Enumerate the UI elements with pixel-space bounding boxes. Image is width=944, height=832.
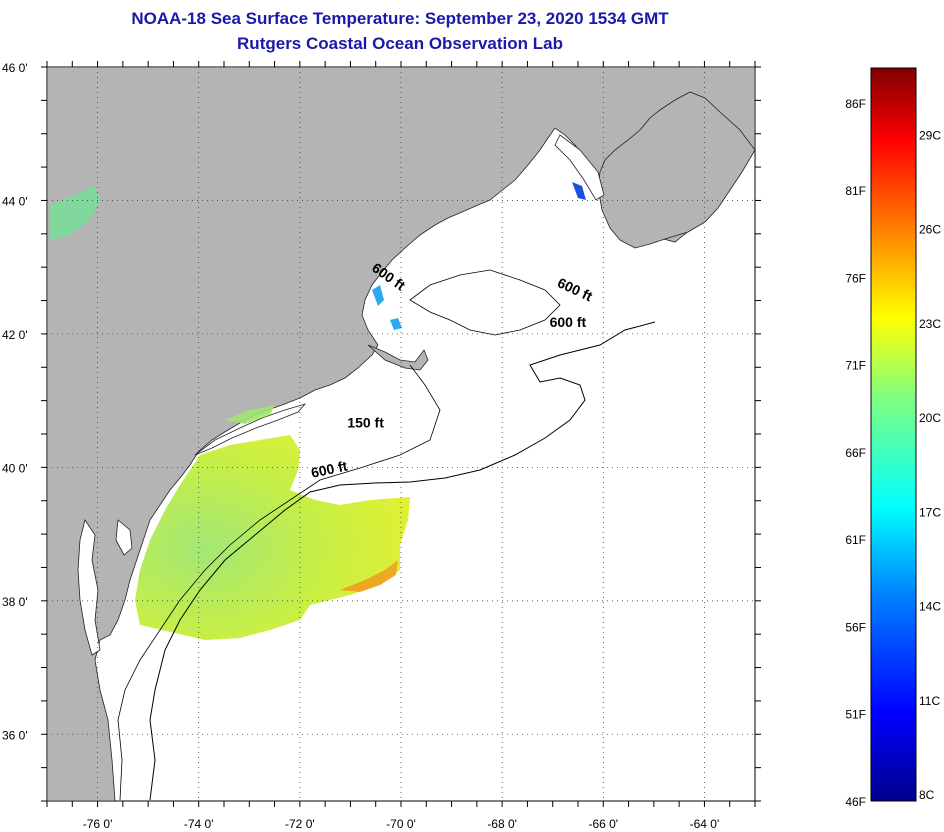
colorbar-c-label: 26C (919, 223, 941, 237)
lat-label: 38 0' (2, 595, 28, 609)
colorbar-f-label: 56F (845, 620, 866, 634)
colorbar-c-label: 17C (919, 505, 941, 519)
lat-label: 44 0' (2, 194, 28, 208)
map-subtitle: Rutgers Coastal Ocean Observation Lab (237, 34, 563, 53)
contour-gom (409, 269, 561, 336)
chesapeake-bay (77, 519, 101, 656)
axis-labels: 46 0' 44 0' 42 0' 40 0' 38 0' 36 0' -76 0' -74 … (2, 61, 719, 831)
cape-cod (367, 344, 429, 371)
long-island-sound (194, 403, 307, 456)
colorbar-c-label: 11C (919, 694, 940, 708)
colorbar-f-label: 66F (845, 446, 866, 460)
colorbar-f-label: 86F (845, 97, 866, 111)
colorbar-f-label: 61F (845, 533, 866, 547)
bay-of-fundy (554, 134, 605, 201)
colorbar-f-label: 51F (845, 708, 866, 722)
lat-label: 46 0' (2, 61, 28, 75)
colorbar-c-label: 20C (919, 411, 941, 425)
sst-patch-north (50, 185, 100, 240)
lon-label: -64 0' (690, 817, 720, 831)
contour-label: 600 ft (310, 457, 349, 480)
sst-patch-bay (225, 405, 275, 424)
lon-label: -72 0' (285, 817, 315, 831)
sst-patch-gom-blue (372, 285, 384, 306)
lat-label: 40 0' (2, 461, 28, 475)
delaware-bay (115, 519, 133, 556)
sst-patch-main (135, 435, 410, 640)
colorbar-c-label: 23C (919, 317, 941, 331)
colorbar-f-label: 76F (845, 271, 866, 285)
colorbar-labels: 86F 81F 76F 71F 66F 61F 56F 51F 46F 29C 26C 23C 20C 1… (845, 97, 941, 809)
colorbar-c-label: 8C (919, 788, 935, 802)
contour-150ft (117, 364, 441, 801)
contour-label: 600 ft (550, 314, 587, 330)
contour-shelf-break (149, 321, 656, 801)
sst-patch-fundy-blue (572, 182, 586, 200)
lon-label: -66 0' (588, 817, 618, 831)
sst-patch-warm (340, 560, 398, 592)
colorbar-f-label: 81F (845, 184, 866, 198)
grid-lines (41, 61, 761, 807)
colorbar (870, 67, 917, 802)
map-title: NOAA-18 Sea Surface Temperature: Septemb… (131, 9, 669, 28)
lon-label: -74 0' (184, 817, 214, 831)
colorbar-c-label: 14C (919, 600, 941, 614)
lon-label: -76 0' (83, 817, 113, 831)
lon-label: -70 0' (386, 817, 416, 831)
colorbar-c-label: 29C (919, 128, 941, 142)
lat-label: 42 0' (2, 328, 28, 342)
sst-patch-gom-blue-2 (390, 318, 402, 330)
contour-label: 150 ft (347, 414, 384, 430)
lat-label: 36 0' (2, 728, 28, 742)
lon-label: -68 0' (487, 817, 517, 831)
colorbar-f-label: 46F (845, 795, 866, 809)
colorbar-f-label: 71F (845, 359, 866, 373)
